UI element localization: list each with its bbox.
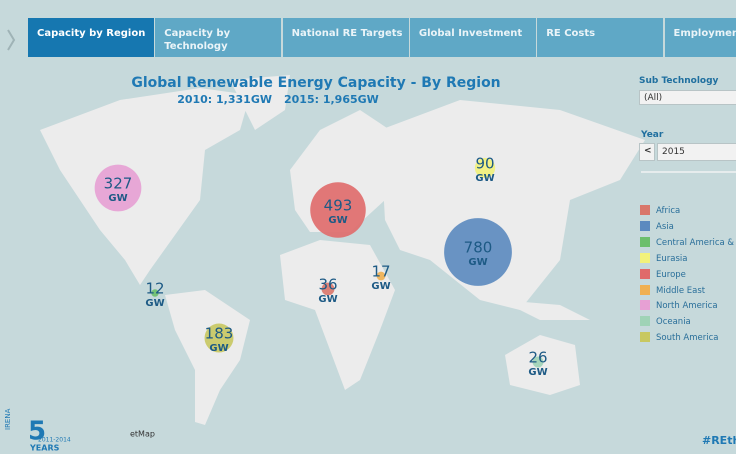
bubble-value: 26 bbox=[528, 349, 547, 367]
bubble-value: 17 bbox=[371, 263, 390, 281]
legend-item[interactable]: Central America & Ca bbox=[640, 236, 736, 248]
attribution: etMap bbox=[130, 430, 155, 439]
filter-label: Year bbox=[641, 130, 664, 140]
bubble-value: 780 bbox=[464, 239, 493, 257]
tab[interactable]: National RE Targets bbox=[282, 18, 410, 57]
bubble-value: 183 bbox=[205, 325, 234, 343]
legend-label: Eurasia bbox=[656, 253, 688, 264]
subtitle-2015: 2015: 1,965GW bbox=[284, 93, 379, 106]
bubble-unit: GW bbox=[468, 257, 487, 268]
land bbox=[40, 75, 645, 425]
tab[interactable]: Capacity by Technology bbox=[155, 18, 283, 57]
logo-number: 5 bbox=[28, 417, 46, 447]
tab[interactable]: Employment bbox=[664, 18, 736, 57]
bubble bbox=[310, 182, 366, 238]
tab[interactable]: Capacity by Region bbox=[28, 18, 155, 57]
bubble-unit: GW bbox=[209, 343, 228, 354]
bubble-value: 12 bbox=[145, 280, 164, 298]
legend-item[interactable]: Oceania bbox=[640, 316, 691, 327]
tab[interactable]: RE Costs bbox=[537, 18, 665, 57]
legend-item[interactable]: Eurasia bbox=[640, 252, 688, 264]
legend-swatch bbox=[640, 205, 650, 215]
legend-swatch bbox=[640, 332, 650, 343]
legend-item[interactable]: North America bbox=[640, 300, 718, 311]
logo-range: 2011-2014 bbox=[38, 437, 71, 444]
hashtag: #REthe bbox=[702, 434, 736, 447]
bubble bbox=[204, 323, 234, 353]
legend-label: Central America & Ca bbox=[656, 237, 736, 248]
bubble-unit: GW bbox=[528, 367, 547, 378]
legend-item[interactable]: Africa bbox=[640, 205, 680, 216]
legend-item[interactable]: Asia bbox=[640, 220, 674, 232]
bubble bbox=[94, 164, 142, 212]
legend-item[interactable]: Europe bbox=[640, 268, 686, 280]
legend-item[interactable]: South America bbox=[640, 332, 718, 343]
bubble-unit: GW bbox=[475, 173, 494, 184]
legend-label: Africa bbox=[656, 206, 681, 216]
logo-years: YEARS bbox=[29, 444, 60, 453]
legend-label: North America bbox=[656, 301, 718, 312]
tab[interactable]: Global Investment bbox=[409, 18, 537, 57]
sub-technology-dropdown[interactable]: (All) bbox=[639, 90, 736, 105]
legend-label: Europe bbox=[656, 269, 686, 280]
legend-label: Oceania bbox=[656, 317, 691, 328]
subtitle-2010: 2010: 1,331GW bbox=[177, 93, 272, 106]
legend-swatch bbox=[640, 316, 650, 327]
bubble bbox=[444, 218, 512, 286]
bubble-unit: GW bbox=[145, 298, 164, 309]
title: Global Renewable Energy Capacity - By Re… bbox=[131, 75, 500, 91]
bubble-unit: GW bbox=[108, 193, 127, 204]
bubble bbox=[376, 271, 386, 281]
year-value[interactable]: 2015 bbox=[657, 143, 736, 161]
bubble-unit: GW bbox=[318, 294, 337, 305]
year-slider[interactable] bbox=[641, 171, 736, 173]
legend-item[interactable]: Middle East bbox=[640, 284, 706, 296]
year-prev[interactable]: < bbox=[639, 143, 655, 161]
bubble-value: 36 bbox=[318, 276, 337, 294]
bubble bbox=[151, 289, 159, 297]
legend-label: South America bbox=[656, 333, 719, 344]
logo-org: IRENA bbox=[4, 408, 12, 430]
legend-swatch bbox=[640, 268, 650, 279]
legend-swatch bbox=[640, 236, 650, 247]
legend-swatch bbox=[640, 252, 650, 263]
legend-label: Asia bbox=[656, 221, 674, 232]
bubble-value: 493 bbox=[324, 197, 353, 215]
bubble-unit: GW bbox=[371, 281, 390, 292]
bubble-value: 327 bbox=[104, 175, 133, 193]
legend-label: Middle East bbox=[656, 285, 706, 296]
back-arrow[interactable] bbox=[7, 29, 16, 51]
legend-swatch bbox=[640, 220, 650, 231]
filter-label: Sub Technology bbox=[639, 76, 719, 86]
bubble bbox=[321, 282, 335, 296]
bubble-unit: GW bbox=[328, 215, 347, 226]
legend-swatch bbox=[640, 284, 650, 295]
bubble-value: 90 bbox=[475, 155, 494, 173]
bubble bbox=[532, 356, 544, 368]
bubble bbox=[474, 157, 496, 179]
legend-swatch bbox=[640, 300, 650, 311]
